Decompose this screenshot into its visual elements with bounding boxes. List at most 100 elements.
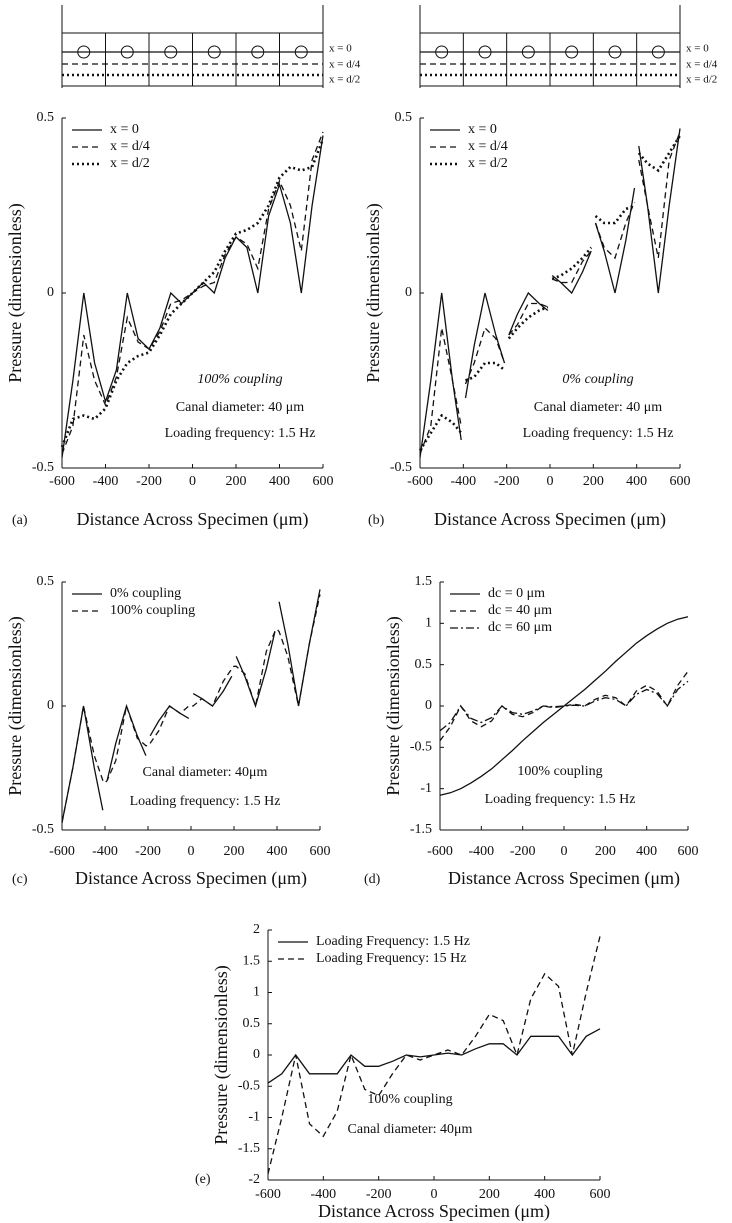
legend-label: dc = 0 μm <box>488 586 545 601</box>
x-tick-label: 200 <box>226 474 247 489</box>
x-tick-label: -200 <box>135 844 161 859</box>
panel-label: (d) <box>364 872 381 887</box>
series-line <box>439 616 689 796</box>
y-tick-label: 0 <box>47 285 54 300</box>
series-line <box>267 1028 601 1084</box>
schematic-label: x = d/4 <box>686 59 718 71</box>
y-tick-label: 0.5 <box>37 110 55 125</box>
x-axis-title: Distance Across Specimen (μm) <box>76 509 308 530</box>
annotation: Canal diameter: 40μm <box>143 765 268 780</box>
y-axis-title: Pressure (dimensionless) <box>5 616 26 795</box>
annotation: Canal diameter: 40μm <box>348 1122 473 1137</box>
x-tick-label: 400 <box>636 844 657 859</box>
x-tick-label: -600 <box>255 1187 281 1202</box>
legend-label: x = d/4 <box>110 139 150 154</box>
legend-label: Loading Frequency: 1.5 Hz <box>316 934 470 949</box>
schematic-label: x = d/2 <box>686 74 717 86</box>
x-tick-label: 0 <box>189 474 196 489</box>
legend-label: x = 0 <box>110 122 139 137</box>
x-tick-label: -600 <box>49 474 75 489</box>
legend-label: x = d/4 <box>468 139 508 154</box>
y-tick-label: 0.5 <box>415 657 433 672</box>
annotation: Loading frequency: 1.5 Hz <box>130 794 281 809</box>
x-tick-label: -400 <box>92 844 118 859</box>
y-tick-label: 0 <box>425 698 432 713</box>
series-line <box>419 131 681 455</box>
x-axis-title: Distance Across Specimen (μm) <box>448 868 680 889</box>
x-tick-label: 600 <box>590 1187 611 1202</box>
annotation: Loading frequency: 1.5 Hz <box>485 792 636 807</box>
annotation: 100% coupling <box>517 764 602 779</box>
x-tick-label: 0 <box>431 1187 438 1202</box>
x-tick-label: 600 <box>310 844 331 859</box>
annotation: 0% coupling <box>562 372 633 387</box>
x-tick-label: -200 <box>136 474 162 489</box>
schematic-label: x = d/2 <box>329 74 360 86</box>
x-tick-label: 0 <box>188 844 195 859</box>
x-tick-label: 400 <box>269 474 290 489</box>
x-tick-label: 0 <box>547 474 554 489</box>
legend-label: 0% coupling <box>110 586 181 601</box>
x-axis-title: Distance Across Specimen (μm) <box>318 1201 550 1222</box>
series-line <box>418 134 682 452</box>
y-tick-label: -0.5 <box>32 460 54 475</box>
x-tick-label: 400 <box>267 844 288 859</box>
x-tick-label: -400 <box>310 1187 336 1202</box>
annotation: Loading frequency: 1.5 Hz <box>523 426 674 441</box>
y-tick-label: -2 <box>248 1172 260 1187</box>
y-axis-title: Pressure (dimensionless) <box>363 203 384 382</box>
series-line <box>267 936 601 1174</box>
panel-label: (b) <box>368 513 385 528</box>
x-axis-title: Distance Across Specimen (μm) <box>434 509 666 530</box>
legend-label: dc = 60 μm <box>488 620 552 635</box>
series-line <box>419 128 681 458</box>
schematic-label: x = d/4 <box>329 59 361 71</box>
x-tick-label: 600 <box>678 844 699 859</box>
y-tick-label: 1 <box>253 985 260 1000</box>
series-line <box>61 594 321 823</box>
y-tick-label: -1.5 <box>410 822 432 837</box>
y-tick-label: 0.5 <box>243 1016 261 1031</box>
series-line <box>439 670 689 742</box>
y-tick-label: -0.5 <box>390 460 412 475</box>
x-tick-label: -600 <box>427 844 453 859</box>
annotation: Canal diameter: 40 μm <box>176 400 305 415</box>
x-tick-label: -400 <box>450 474 476 489</box>
y-tick-label: -1.5 <box>238 1141 260 1156</box>
y-tick-label: -0.5 <box>410 740 432 755</box>
legend-label: x = 0 <box>468 122 497 137</box>
schematic-label: x = 0 <box>686 43 709 55</box>
x-tick-label: 400 <box>626 474 647 489</box>
x-tick-label: 600 <box>313 474 334 489</box>
x-tick-label: 0 <box>561 844 568 859</box>
x-tick-label: 200 <box>479 1187 500 1202</box>
x-tick-label: -200 <box>510 844 536 859</box>
x-tick-label: -400 <box>93 474 119 489</box>
y-tick-label: -0.5 <box>32 822 54 837</box>
legend-label: dc = 40 μm <box>488 603 552 618</box>
x-tick-label: -600 <box>407 474 433 489</box>
legend-label: 100% coupling <box>110 603 195 618</box>
y-tick-label: 0 <box>405 285 412 300</box>
y-axis-title: Pressure (dimensionless) <box>211 965 232 1144</box>
x-axis-title: Distance Across Specimen (μm) <box>75 868 307 889</box>
x-tick-label: 200 <box>583 474 604 489</box>
x-tick-label: 400 <box>534 1187 555 1202</box>
x-tick-label: -200 <box>494 474 520 489</box>
series-line <box>60 138 325 448</box>
y-tick-label: 0.5 <box>395 110 413 125</box>
y-axis-title: Pressure (dimensionless) <box>383 616 404 795</box>
y-tick-label: 0.5 <box>37 574 55 589</box>
y-tick-label: 0 <box>47 698 54 713</box>
panel-label: (c) <box>12 872 28 887</box>
x-tick-label: -600 <box>49 844 75 859</box>
annotation: Loading frequency: 1.5 Hz <box>165 426 316 441</box>
x-tick-label: 200 <box>595 844 616 859</box>
y-axis-title: Pressure (dimensionless) <box>5 203 26 382</box>
panel-label: (e) <box>195 1172 211 1187</box>
legend-label: x = d/2 <box>468 156 508 171</box>
y-tick-label: 0 <box>253 1047 260 1062</box>
annotation: 100% coupling <box>197 372 282 387</box>
annotation: Canal diameter: 40 μm <box>534 400 663 415</box>
y-tick-label: 1 <box>425 616 432 631</box>
